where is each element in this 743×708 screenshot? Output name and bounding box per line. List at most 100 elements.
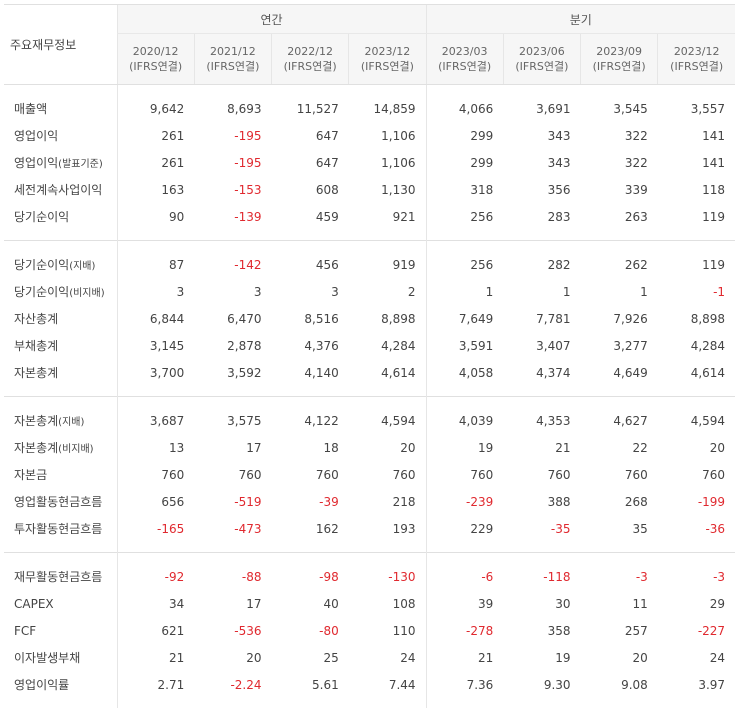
value-cell: 339 <box>624 182 648 197</box>
value-cell: 1 <box>562 284 571 299</box>
value-cell: 4,374 <box>536 365 571 380</box>
value-cell: 760 <box>624 467 648 482</box>
row-label[interactable]: 세전계속사업이익 <box>4 176 117 203</box>
value-cell: 4,594 <box>348 396 427 434</box>
value-cell: -3 <box>580 552 658 590</box>
value-cell: 760 <box>315 467 339 482</box>
value-cell: 163 <box>116 176 195 203</box>
row-label[interactable]: 자본금 <box>4 461 117 488</box>
period-header: 2023/12 (IFRS연결) <box>657 33 736 85</box>
value-cell: 257 <box>624 623 648 638</box>
value-cell: 3,557 <box>690 101 726 116</box>
row-label-qualifier: (지배) <box>58 417 85 428</box>
row-label[interactable]: 영업이익 <box>4 122 117 149</box>
table-row: 영업이익률 2.71 -2.24 5.61 7.44 7.36 9.30 9.08 3.97 <box>4 671 735 708</box>
value-cell: 29 <box>709 596 726 611</box>
period-header: 2021/12 (IFRS연결) <box>193 33 272 85</box>
value-cell: -88 <box>194 552 272 590</box>
value-cell: 4,614 <box>690 365 726 380</box>
value-cell: -118 <box>503 552 581 590</box>
value-cell: 456 <box>271 240 349 278</box>
value-cell: 3,691 <box>536 101 571 116</box>
period-basis: (IFRS연결) <box>206 60 260 73</box>
value-cell: 621 <box>116 617 195 644</box>
row-label[interactable]: 매출액 <box>4 85 117 123</box>
period-basis: (IFRS연결) <box>283 60 337 73</box>
row-label-text: FCF <box>14 623 37 638</box>
value-cell: 283 <box>547 209 571 224</box>
row-label[interactable]: 부채총계 <box>4 332 117 359</box>
period-date: 2023/12 <box>364 45 411 58</box>
value-cell: -536 <box>234 623 262 638</box>
table-row: 자본총계(지배) 3,687 3,575 4,122 4,594 4,039 4,353 4,… <box>4 396 736 434</box>
table-row: 매출액 9,642 8,693 11,527 14,859 4,066 3,691 3,545… <box>4 84 735 123</box>
row-label-qualifier: (비지배) <box>58 444 94 455</box>
value-cell: 162 <box>315 521 339 536</box>
value-cell: 3,700 <box>116 359 195 397</box>
row-label[interactable]: 자본총계(지배) <box>4 396 117 434</box>
table-row: 자본총계(비지배) 13 17 18 20 19 21 22 20 <box>4 434 735 461</box>
value-cell: 4,284 <box>381 338 416 353</box>
period-header: 2023/09 (IFRS연결) <box>580 33 658 85</box>
row-label[interactable]: 재무활동현금흐름 <box>4 552 117 590</box>
value-cell: 21 <box>555 440 571 455</box>
period-header: 2020/12 (IFRS연결) <box>116 33 195 85</box>
value-cell: 760 <box>392 467 416 482</box>
row-label[interactable]: 자산총계 <box>4 305 117 332</box>
value-cell: -130 <box>348 552 427 590</box>
value-cell: 459 <box>315 209 339 224</box>
value-cell: 39 <box>425 590 504 617</box>
value-cell: 4,140 <box>304 365 339 380</box>
row-label[interactable]: CAPEX <box>4 590 117 617</box>
row-label[interactable]: 당기순이익(지배) <box>4 240 117 278</box>
table-row: 당기순이익(비지배) 3 3 3 2 1 1 1 -1 <box>4 278 735 305</box>
period-basis: (IFRS연결) <box>438 60 492 73</box>
value-cell: 40 <box>323 596 339 611</box>
row-label[interactable]: 자본총계 <box>4 359 117 397</box>
value-cell: 322 <box>624 128 648 143</box>
value-cell: 118 <box>702 182 726 197</box>
value-cell: 20 <box>632 650 648 665</box>
quarterly-header[interactable]: 분기 <box>425 4 736 34</box>
row-label[interactable]: 자본총계(비지배) <box>4 434 117 461</box>
row-label[interactable]: 당기순이익(비지배) <box>4 278 117 305</box>
value-cell: 3,277 <box>613 338 648 353</box>
row-label[interactable]: 영업활동현금흐름 <box>4 488 117 515</box>
financial-summary-table: 주요재무정보 연간 분기 2020/12 (IFRS연결) 2021/12 (IFRS… <box>4 4 736 708</box>
value-cell: 760 <box>702 467 726 482</box>
value-cell: 3,545 <box>613 101 648 116</box>
value-cell: 4,627 <box>580 396 658 434</box>
value-cell: 11 <box>632 596 648 611</box>
value-cell: 110 <box>392 623 416 638</box>
value-cell: 21 <box>116 644 195 671</box>
row-label-text: 매출액 <box>14 102 48 116</box>
value-cell: 87 <box>116 240 195 278</box>
value-cell: 3 <box>331 284 339 299</box>
value-cell: 3 <box>253 284 262 299</box>
value-cell: 3,407 <box>536 338 571 353</box>
value-cell: 11,527 <box>296 101 339 116</box>
value-cell: 263 <box>624 209 648 224</box>
period-header: 2023/03 (IFRS연결) <box>425 33 504 85</box>
period-basis: (IFRS연결) <box>515 60 569 73</box>
value-cell: 4,039 <box>425 396 504 434</box>
table-row: 영업이익(발표기준) 261 -195 647 1,106 299 343 322 141 <box>4 149 735 176</box>
row-label[interactable]: 영업이익률 <box>4 671 117 708</box>
row-label-text: 재무활동현금흐름 <box>14 570 103 584</box>
row-label-text: 당기순이익 <box>14 210 70 224</box>
row-label[interactable]: 이자발생부채 <box>4 644 117 671</box>
row-label-text: 자본총계 <box>14 441 59 455</box>
period-date: 2023/06 <box>519 45 565 58</box>
row-label[interactable]: 당기순이익 <box>4 203 117 241</box>
row-label[interactable]: FCF <box>4 617 117 644</box>
row-label[interactable]: 투자활동현금흐름 <box>4 515 117 553</box>
row-label[interactable]: 영업이익(발표기준) <box>4 149 117 176</box>
row-label-text: 자본총계 <box>14 366 59 380</box>
value-cell: 21 <box>425 644 504 671</box>
value-cell: 108 <box>392 596 416 611</box>
value-cell: 647 <box>315 128 339 143</box>
value-cell: -35 <box>550 521 571 536</box>
value-cell: -36 <box>705 521 726 536</box>
value-cell: -195 <box>234 128 262 143</box>
annual-header[interactable]: 연간 <box>116 4 427 34</box>
